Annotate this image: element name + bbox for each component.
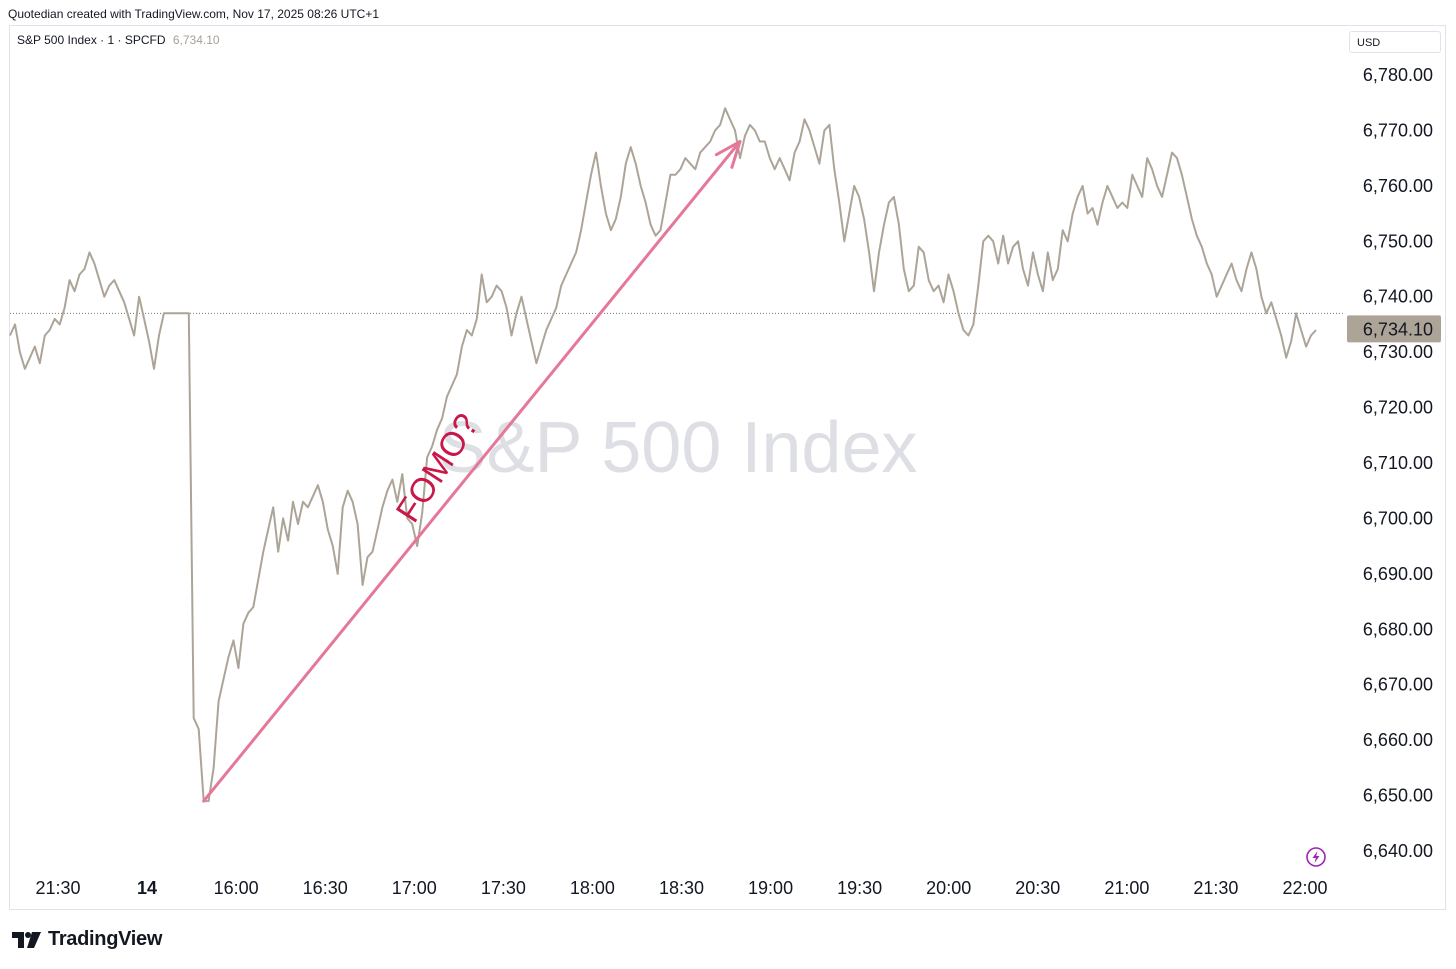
watermark: S&P 500 Index [438,408,917,488]
x-tick-label: 17:30 [481,878,526,898]
x-tick-label: 19:00 [748,878,793,898]
y-tick-label: 6,700.00 [1363,508,1433,528]
x-tick-label: 22:00 [1282,878,1327,898]
y-tick-label: 6,710.00 [1363,453,1433,473]
tradingview-logo-icon [12,931,41,948]
x-tick-label: 21:00 [1104,878,1149,898]
x-tick-label: 19:30 [837,878,882,898]
last-price-tag [1347,315,1441,343]
x-tick-label: 21:30 [35,878,80,898]
y-tick-label: 6,730.00 [1363,342,1433,362]
y-tick-label: 6,690.00 [1363,564,1433,584]
x-axis[interactable]: 21:30 14 16:00 16:30 17:00 17:30 18:00 18:30 19:… [35,878,1327,898]
currency-selector[interactable]: USD [1349,31,1441,53]
chart-credit: Quotedian created with TradingView.com, … [8,7,379,21]
y-tick-label: 6,770.00 [1363,120,1433,140]
x-tick-label: 18:30 [659,878,704,898]
last-price-label: 6,734.10 [1363,319,1433,339]
y-axis[interactable]: 6,780.00 6,770.00 6,760.00 6,750.00 6,740.00… [1363,65,1433,861]
y-tick-label: 6,780.00 [1363,65,1433,85]
x-tick-label: 20:00 [926,878,971,898]
x-tick-label: 17:00 [392,878,437,898]
x-tick-label: 21:30 [1193,878,1238,898]
y-tick-label: 6,740.00 [1363,287,1433,307]
tradingview-logo[interactable]: TradingView [12,928,162,951]
series-group [9,107,1317,803]
y-tick-label: 6,760.00 [1363,176,1433,196]
x-tick-label: 18:00 [570,878,615,898]
y-tick-label: 6,640.00 [1363,841,1433,861]
y-tick-label: 6,680.00 [1363,619,1433,639]
x-tick-label: 16:30 [303,878,348,898]
x-tick-label: 20:30 [1015,878,1060,898]
y-tick-label: 6,720.00 [1363,398,1433,418]
y-tick-label: 6,670.00 [1363,675,1433,695]
y-tick-label: 6,650.00 [1363,786,1433,806]
symbol-label: S&P 500 Index · 1 · SPCFD [17,33,166,47]
price-series-line [9,107,1317,803]
x-tick-label: 14 [137,878,157,898]
y-tick-label: 6,750.00 [1363,231,1433,251]
fomo-arrow [202,140,742,803]
y-tick-label: 6,660.00 [1363,730,1433,750]
brand-name: TradingView [48,928,163,950]
chart-frame [9,25,1446,910]
x-tick-label: 16:00 [214,878,259,898]
lightning-icon[interactable] [1306,847,1326,867]
legend-price: 6,734.10 [172,33,220,47]
symbol-legend[interactable]: S&P 500 Index · 1 · SPCFD 6,734.10 [17,33,220,47]
price-tag-group: 6,734.10 [1347,315,1441,343]
